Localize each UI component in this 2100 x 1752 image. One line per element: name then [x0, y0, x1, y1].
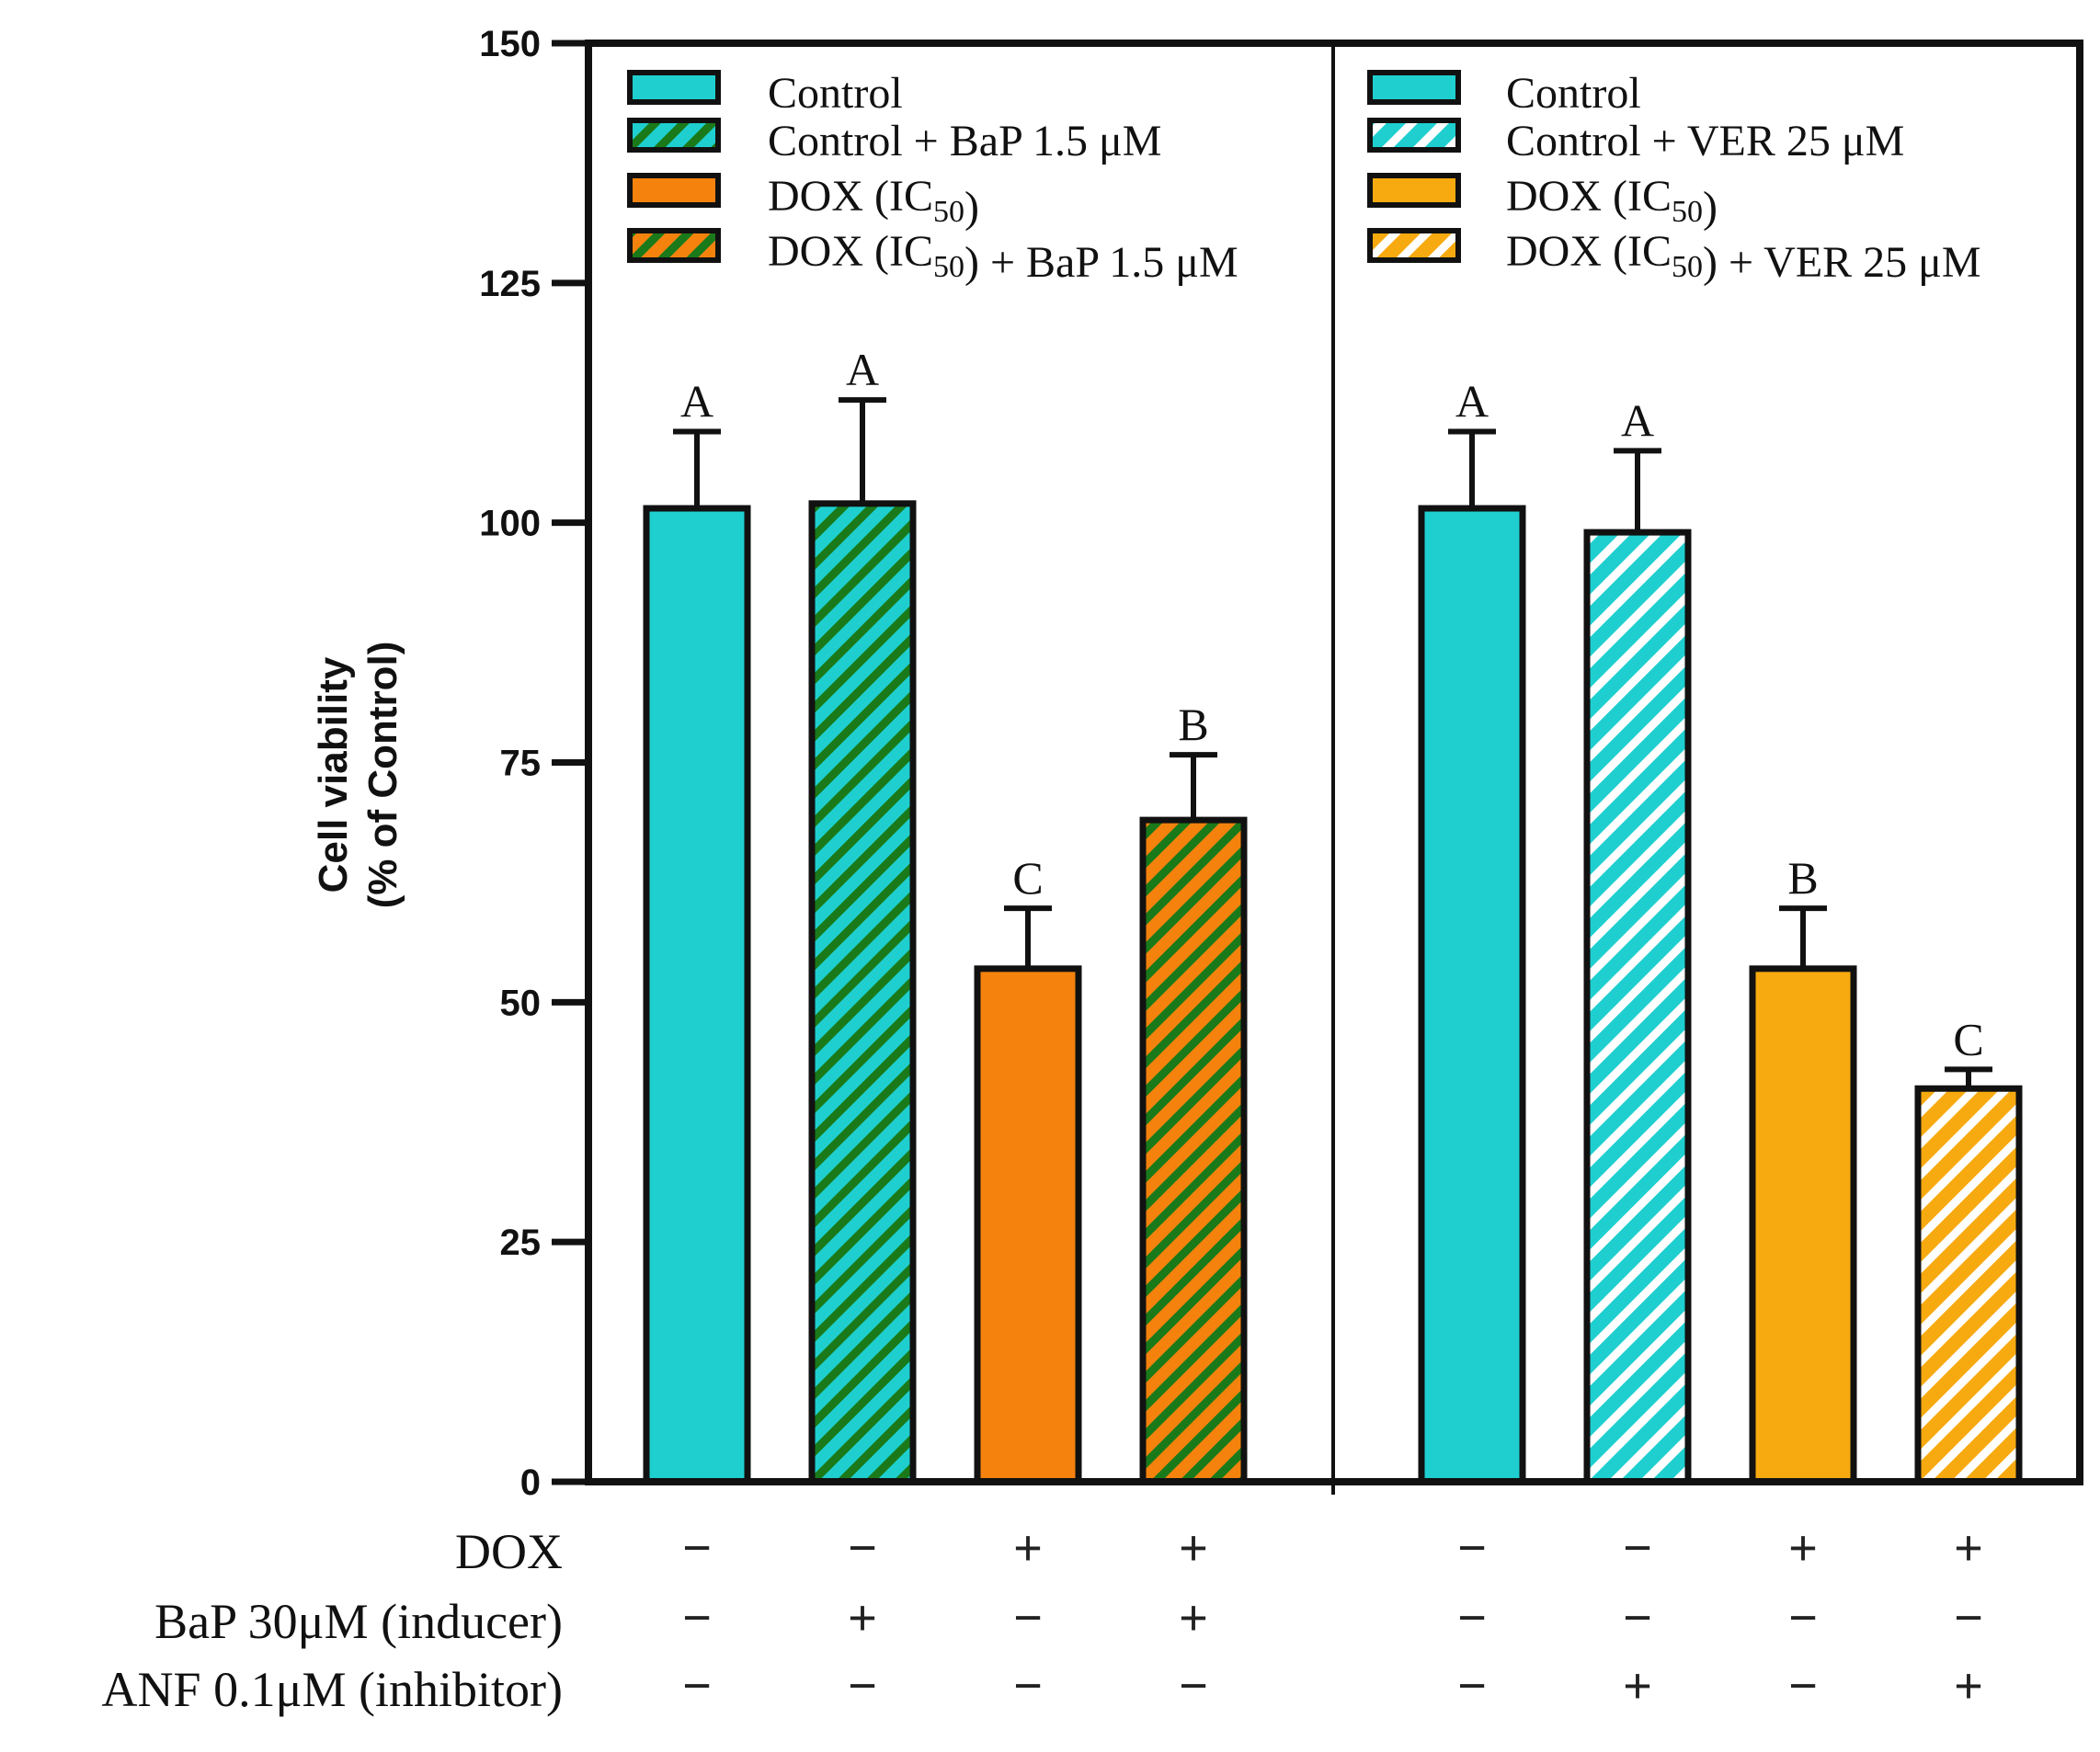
bar-group: C	[1914, 1013, 2023, 1485]
treatment-sign: −	[1457, 1520, 1487, 1576]
treatment-sign: −	[1623, 1520, 1652, 1576]
y-tick-label: 100	[479, 504, 541, 544]
treatment-sign: −	[1013, 1658, 1043, 1713]
bar	[1749, 965, 1857, 1485]
y-axis-title-line2: (% of Control)	[360, 642, 405, 909]
y-axis-title-line1: Cell viability	[311, 656, 356, 893]
treatment-sign: +	[1013, 1520, 1043, 1576]
treatment-sign: +	[1954, 1658, 1983, 1713]
legend-entry: Control	[627, 69, 903, 118]
legend-swatch	[627, 228, 721, 263]
y-tick-label: 150	[479, 24, 541, 64]
legend-entry: Control	[1367, 69, 1641, 118]
y-tick-label: 50	[500, 983, 542, 1023]
legend-entry: DOX (IC50)	[627, 172, 979, 232]
treatment-sign: −	[682, 1520, 712, 1576]
legend-swatch	[1367, 228, 1461, 263]
legend-label: DOX (IC50) + VER 25 μM	[1506, 227, 1981, 287]
legend-swatch	[627, 173, 721, 208]
bar	[808, 500, 917, 1485]
legend-entry: DOX (IC50) + VER 25 μM	[1367, 227, 1981, 287]
legend-entry: DOX (IC50) + BaP 1.5 μM	[627, 227, 1238, 287]
y-tick-label: 125	[479, 264, 541, 304]
significance-letter: A	[846, 344, 879, 395]
legend-label: DOX (IC50)	[768, 172, 979, 232]
treatment-sign: −	[1788, 1590, 1818, 1645]
legend-swatch	[1367, 70, 1461, 105]
treatment-sign: −	[848, 1658, 877, 1713]
legend-entry: DOX (IC50)	[1367, 172, 1718, 232]
significance-letter: A	[1621, 394, 1654, 446]
legend-label: Control	[768, 69, 903, 118]
y-tick-label: 0	[520, 1462, 541, 1503]
y-axis: 0 25 50 75 100 125 150	[479, 24, 588, 1503]
bar	[1418, 505, 1526, 1485]
bar	[1914, 1085, 2023, 1485]
significance-letter: A	[680, 376, 713, 427]
treatment-row-label: BaP 30μM (inducer)	[154, 1594, 563, 1649]
treatment-sign: +	[848, 1590, 877, 1645]
treatment-sign: −	[1457, 1658, 1487, 1713]
treatment-row-label: ANF 0.1μM (inhibitor)	[102, 1662, 563, 1717]
legend-label: Control + BaP 1.5 μM	[768, 117, 1161, 165]
treatment-sign: −	[682, 1658, 712, 1713]
legend-label: DOX (IC50) + BaP 1.5 μM	[768, 227, 1238, 287]
treatment-table: DOX − − + + − − + + BaP 30μM (inducer) − + − + − − − − ANF…	[102, 1520, 1983, 1717]
treatment-sign: −	[1457, 1590, 1487, 1645]
significance-letter: C	[1953, 1013, 1983, 1064]
treatment-row-label: DOX	[455, 1524, 563, 1579]
significance-letter: B	[1787, 852, 1818, 904]
legend-label: Control + VER 25 μM	[1506, 117, 1904, 165]
bar	[1583, 529, 1692, 1485]
bar-group: C	[974, 852, 1082, 1485]
legend-swatch	[1367, 118, 1461, 153]
treatment-sign: +	[1179, 1520, 1208, 1576]
bar	[974, 965, 1082, 1485]
legend-label: Control	[1506, 69, 1641, 118]
bar-group: A	[1583, 394, 1692, 1485]
legend-swatch	[627, 118, 721, 153]
bar-group: B	[1139, 699, 1248, 1485]
significance-letter: C	[1012, 852, 1043, 904]
treatment-sign: −	[1623, 1590, 1652, 1645]
plot-frame	[585, 40, 2083, 1495]
legend-label: DOX (IC50)	[1506, 172, 1718, 232]
treatment-sign: +	[1788, 1520, 1818, 1576]
bar	[1139, 816, 1248, 1485]
y-axis-title: Cell viability (% of Control)	[311, 642, 405, 909]
bar-group: A	[808, 344, 917, 1485]
legend-swatch	[1367, 173, 1461, 208]
legend-entry: Control + VER 25 μM	[1367, 117, 1904, 165]
treatment-sign: +	[1179, 1590, 1208, 1645]
bar	[643, 505, 751, 1485]
significance-letter: B	[1178, 699, 1208, 750]
treatment-sign: −	[682, 1590, 712, 1645]
treatment-sign: +	[1623, 1658, 1652, 1713]
treatment-sign: −	[848, 1520, 877, 1576]
bar-group: B	[1749, 852, 1857, 1485]
bar-group: A	[1418, 376, 1526, 1485]
legend-entry: Control + BaP 1.5 μM	[627, 117, 1161, 165]
bars-layer: A A C B A A B C	[643, 344, 2023, 1485]
bar-group: A	[643, 376, 751, 1485]
treatment-sign: −	[1954, 1590, 1983, 1645]
treatment-sign: −	[1788, 1658, 1818, 1713]
y-tick-label: 25	[500, 1223, 542, 1263]
y-tick-label: 75	[500, 744, 542, 784]
significance-letter: A	[1455, 376, 1489, 427]
treatment-sign: −	[1179, 1658, 1208, 1713]
legend-swatch	[627, 70, 721, 105]
treatment-sign: +	[1954, 1520, 1983, 1576]
treatment-sign: −	[1013, 1590, 1043, 1645]
